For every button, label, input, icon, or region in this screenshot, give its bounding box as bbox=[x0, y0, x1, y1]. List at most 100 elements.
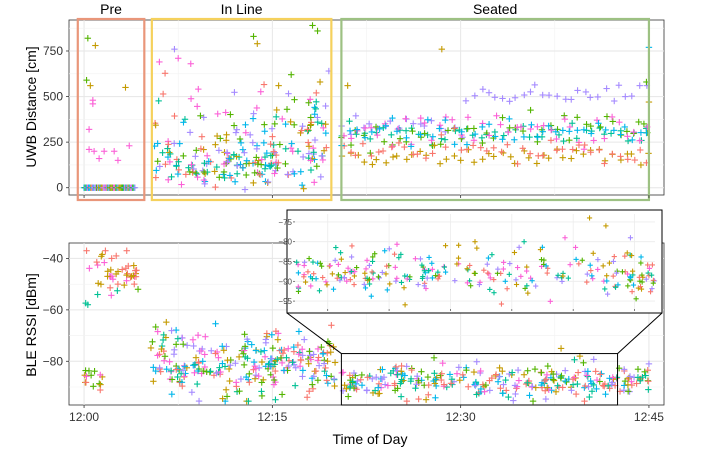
rssi-point bbox=[299, 367, 307, 374]
rssi-point bbox=[497, 385, 504, 392]
inset-point bbox=[295, 270, 302, 276]
rssi-point bbox=[299, 373, 306, 380]
rssi-point bbox=[538, 369, 545, 376]
uwb-point bbox=[379, 147, 387, 155]
uwb-point bbox=[497, 121, 504, 128]
uwb-point bbox=[361, 134, 369, 141]
inset-point bbox=[467, 262, 473, 269]
rssi-point bbox=[425, 381, 432, 389]
uwb-point bbox=[288, 140, 295, 147]
rssi-point bbox=[243, 373, 250, 381]
uwb-point bbox=[297, 168, 304, 175]
rssi-point bbox=[158, 345, 165, 353]
uwb-point bbox=[268, 125, 276, 132]
uwb-point bbox=[479, 139, 486, 147]
uwb-point bbox=[85, 126, 93, 133]
rssi-point bbox=[250, 358, 258, 366]
rssi-point bbox=[96, 380, 103, 387]
x-tick-label: 12:00 bbox=[69, 410, 99, 424]
inset-point bbox=[595, 257, 601, 263]
uwb-point bbox=[395, 139, 403, 147]
rssi-point bbox=[212, 350, 219, 357]
rssi-point bbox=[508, 369, 516, 376]
rssi-point bbox=[224, 356, 231, 364]
rssi-point bbox=[529, 383, 536, 390]
rssi-point bbox=[608, 381, 615, 388]
uwb-point bbox=[307, 166, 315, 174]
uwb-point bbox=[173, 163, 180, 170]
top-grid bbox=[69, 20, 664, 195]
inset-point bbox=[423, 285, 429, 292]
inset-point bbox=[354, 264, 360, 271]
uwb-point bbox=[205, 158, 212, 165]
inset-point bbox=[301, 262, 307, 269]
inset-grid bbox=[295, 214, 655, 309]
inset-point bbox=[604, 273, 610, 279]
inset-point bbox=[375, 274, 382, 280]
rssi-point bbox=[195, 397, 203, 405]
rssi-point bbox=[263, 333, 271, 340]
uwb-point bbox=[393, 152, 400, 160]
rssi-point bbox=[97, 386, 104, 394]
rssi-point bbox=[94, 261, 101, 269]
uwb-point bbox=[285, 90, 292, 97]
uwb-point bbox=[429, 150, 436, 157]
uwb-point bbox=[601, 157, 609, 164]
uwb-point bbox=[211, 168, 218, 175]
uwb-point bbox=[233, 126, 240, 133]
uwb-point bbox=[573, 147, 580, 154]
inset-point bbox=[362, 285, 369, 291]
rssi-point bbox=[152, 323, 159, 331]
rssi-point bbox=[222, 386, 230, 393]
rssi-point bbox=[378, 375, 386, 383]
inset-y-tick-label: −95 bbox=[278, 297, 292, 306]
rssi-point bbox=[128, 273, 135, 280]
inset-point bbox=[364, 275, 370, 281]
inset-point bbox=[384, 263, 390, 269]
uwb-point bbox=[534, 123, 541, 130]
inset-point bbox=[605, 291, 611, 297]
rssi-point bbox=[554, 382, 561, 389]
rssi-point bbox=[381, 381, 389, 388]
inset-point bbox=[452, 278, 458, 284]
rssi-point bbox=[252, 347, 260, 354]
rssi-point bbox=[394, 371, 401, 378]
uwb-point bbox=[271, 120, 278, 128]
uwb-point bbox=[171, 112, 178, 120]
rssi-point bbox=[251, 375, 259, 382]
rssi-point bbox=[477, 367, 484, 375]
rssi-point bbox=[446, 371, 454, 378]
uwb-point bbox=[534, 134, 541, 141]
uwb-point bbox=[511, 94, 519, 101]
inset-point bbox=[606, 260, 613, 266]
rssi-point bbox=[86, 265, 93, 272]
rssi-point bbox=[97, 281, 105, 288]
rssi-point bbox=[212, 320, 219, 327]
uwb-point bbox=[322, 102, 329, 110]
uwb-point bbox=[223, 131, 230, 138]
inset-point bbox=[645, 270, 651, 276]
inset-point bbox=[489, 252, 495, 258]
top-y-tick-label: 500 bbox=[43, 90, 63, 104]
rssi-point bbox=[289, 359, 296, 366]
rssi-point bbox=[549, 376, 557, 383]
rssi-point bbox=[91, 367, 98, 375]
inset-point bbox=[514, 264, 521, 271]
uwb-point bbox=[580, 126, 588, 133]
rssi-point bbox=[633, 380, 640, 387]
rssi-point bbox=[424, 373, 432, 381]
uwb-point bbox=[485, 89, 493, 96]
uwb-point bbox=[580, 150, 587, 158]
uwb-point bbox=[318, 152, 325, 160]
inset-point bbox=[649, 272, 655, 278]
rssi-point bbox=[472, 382, 479, 389]
uwb-point bbox=[519, 145, 526, 152]
uwb-point bbox=[299, 153, 307, 161]
rssi-point bbox=[150, 364, 157, 371]
uwb-point bbox=[531, 81, 538, 89]
rssi-point bbox=[258, 388, 265, 395]
uwb-point bbox=[636, 82, 643, 89]
rssi-point bbox=[499, 390, 507, 397]
x-axis-title: Time of Day bbox=[333, 431, 408, 447]
